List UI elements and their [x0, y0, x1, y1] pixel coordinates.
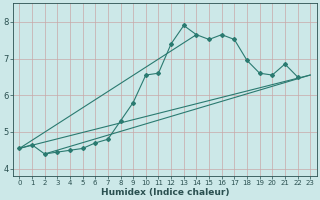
- X-axis label: Humidex (Indice chaleur): Humidex (Indice chaleur): [100, 188, 229, 197]
